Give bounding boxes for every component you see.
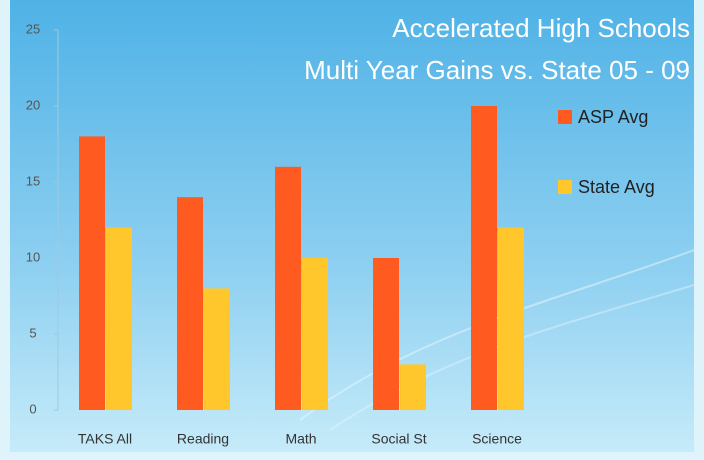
chart-title: Accelerated High Schools	[392, 13, 690, 43]
x-tick-label: TAKS All	[78, 431, 132, 447]
y-tick-label: 15	[26, 173, 40, 188]
bar	[471, 106, 497, 410]
y-tick-label: 20	[26, 97, 40, 112]
chart-subtitle: Multi Year Gains vs. State 05 - 09	[304, 55, 690, 85]
legend-label: State Avg	[578, 177, 655, 197]
bar	[79, 136, 105, 410]
x-tick-label: Science	[472, 431, 522, 447]
bar	[177, 197, 203, 410]
bar	[275, 166, 301, 410]
bar	[204, 288, 230, 410]
bar	[498, 227, 524, 410]
legend-swatch	[558, 110, 572, 124]
y-tick-label: 25	[26, 21, 40, 36]
x-tick-label: Social St	[371, 431, 426, 447]
y-tick-label: 0	[29, 401, 36, 416]
legend-label: ASP Avg	[578, 107, 648, 127]
y-tick-label: 5	[29, 325, 36, 340]
x-tick-label: Reading	[177, 431, 229, 447]
bar	[302, 258, 328, 410]
x-tick-label: Math	[285, 431, 316, 447]
bar	[400, 364, 426, 410]
y-tick-label: 10	[26, 249, 40, 264]
bar	[106, 227, 132, 410]
bar	[373, 258, 399, 410]
legend-swatch	[558, 180, 572, 194]
